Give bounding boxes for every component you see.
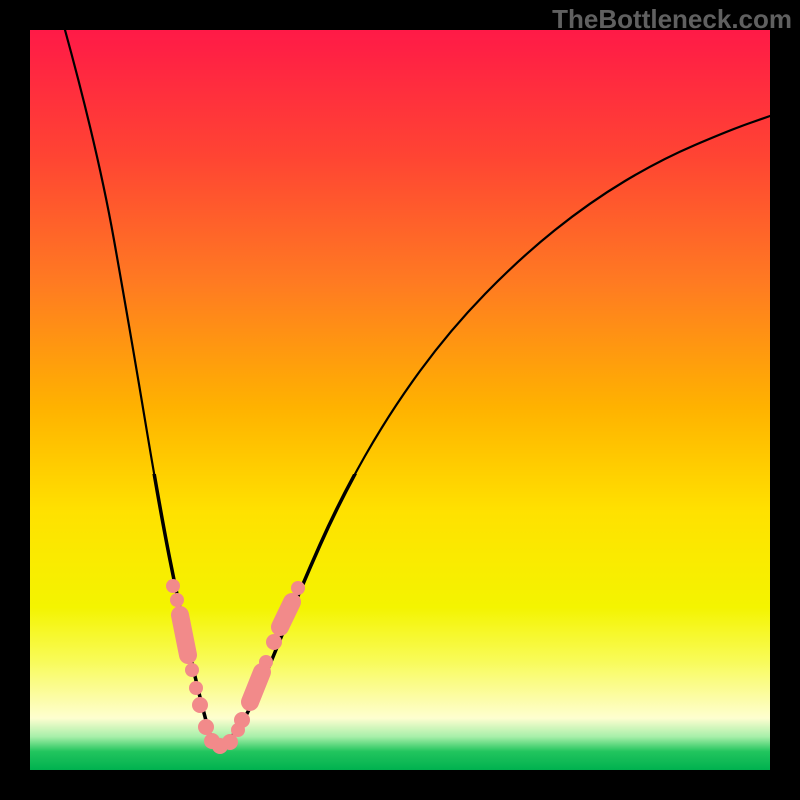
plot-area — [30, 30, 770, 770]
v-curve — [30, 30, 770, 770]
data-markers — [166, 579, 305, 754]
watermark-text: TheBottleneck.com — [552, 4, 792, 35]
